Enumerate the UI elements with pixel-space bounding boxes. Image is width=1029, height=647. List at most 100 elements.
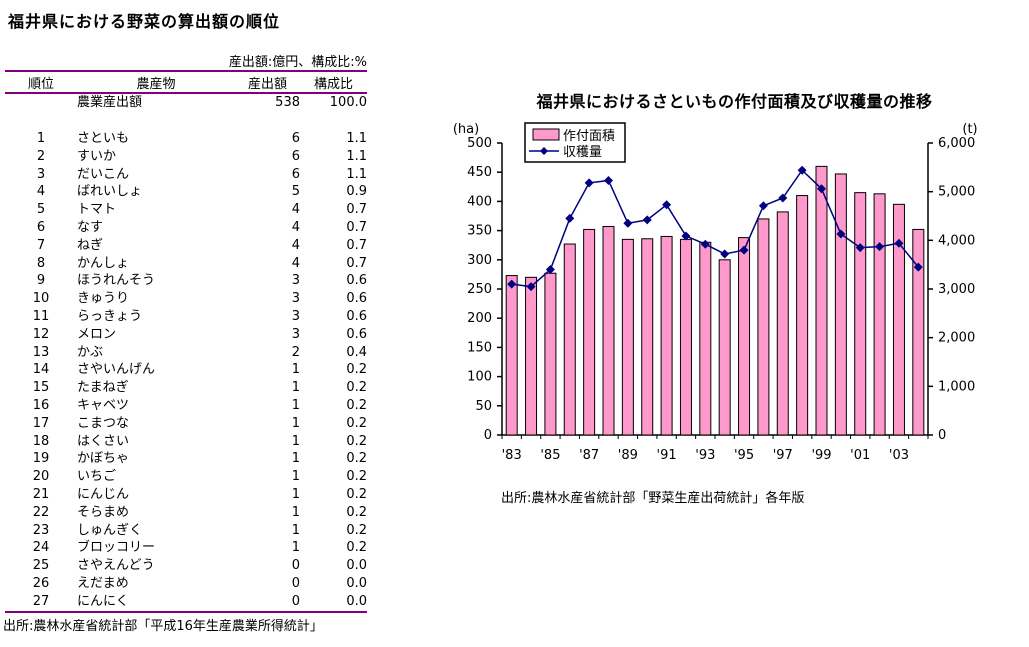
cell-rank: 17 [32, 415, 50, 431]
cell-ratio: 0.2 [346, 522, 367, 538]
cell-value: 2 [291, 344, 300, 360]
right-axis-unit: (t) [962, 122, 977, 137]
harvest-marker-'88 [604, 175, 613, 185]
cell-ratio: 0.2 [346, 540, 367, 556]
cell-product: そらまめ [77, 504, 130, 520]
cell-ratio: 0.2 [346, 504, 367, 520]
cell-product: たまねぎ [77, 380, 129, 396]
harvest-marker-'93 [700, 239, 710, 249]
left-axis-tick-label: 450 [467, 165, 492, 180]
cell-value: 1 [291, 362, 300, 378]
cell-rank [5, 93, 77, 112]
bar-'91 [660, 235, 673, 436]
table-row: 14 さやいんげん 1 0.2 [5, 361, 367, 379]
harvest-marker-'85 [545, 265, 555, 275]
harvest-marker-'96 [758, 201, 768, 211]
left-axis-tick-label: 250 [467, 282, 492, 297]
cell-value: 0 [291, 593, 300, 609]
cell-value: 3 [291, 308, 300, 324]
table-source: 出所:農林水産省統計部「平成16年生産農業所得統計」 [3, 619, 323, 634]
bar-'02 [873, 193, 886, 436]
cell-ratio: 0.2 [346, 486, 367, 502]
table-row: 6 なす 4 0.7 [5, 219, 367, 237]
cell-product: なす [77, 219, 104, 235]
cell-ratio: 0.2 [346, 362, 367, 378]
cell-value: 1 [291, 504, 300, 520]
cell-product: きゅうり [77, 291, 130, 307]
table-row: 18 はくさい 1 0.2 [5, 433, 367, 451]
bar-'86 [563, 243, 576, 436]
x-axis-label: '01 [850, 448, 870, 463]
chart-source: 出所:農林水産省統計部「野菜生産出荷統計」各年版 [501, 491, 805, 506]
cell-ratio: 0.0 [346, 575, 367, 591]
right-axis-tick-label: 4,000 [938, 233, 975, 248]
bar-'84 [525, 276, 538, 436]
cell-value: 6 [291, 166, 300, 182]
bar-'95 [738, 237, 751, 436]
bar-'03 [892, 203, 905, 436]
harvest-marker-'84 [526, 282, 536, 292]
x-axis-label: '95 [734, 448, 754, 463]
cell-product: しゅんぎく [77, 522, 143, 538]
left-axis-tick-label: 100 [467, 370, 492, 385]
cell-ratio: 0.2 [346, 397, 367, 413]
cell-value: 1 [291, 397, 300, 413]
harvest-marker-'87 [584, 178, 594, 188]
cell-ratio: 0.7 [346, 237, 367, 253]
table-row: 23 しゅんぎく 1 0.2 [5, 522, 367, 540]
left-axis-tick-label: 200 [467, 311, 492, 326]
bar-'97 [776, 211, 789, 436]
cell-rank: 14 [32, 362, 50, 378]
cell-product: らっきょう [77, 308, 143, 324]
harvest-marker-'89 [623, 218, 633, 228]
cell-rank: 12 [32, 326, 50, 342]
cell-value: 3 [291, 326, 300, 342]
legend-label-area: 作付面積 [563, 129, 615, 144]
cell-rank: 13 [32, 344, 50, 360]
col-header-value: 産出額 [235, 71, 300, 94]
table-row: 3 だいこん 6 1.1 [5, 166, 367, 184]
left-axis-tick-label: 400 [467, 194, 492, 209]
cell-value: 1 [291, 415, 300, 431]
spacer-row [5, 112, 367, 130]
cell-value [235, 112, 300, 130]
cell-ratio: 0.2 [346, 380, 367, 396]
legend-bar-swatch [532, 128, 560, 141]
cell-rank [5, 112, 77, 130]
cell-ratio: 0.2 [346, 433, 367, 449]
cell-ratio: 0.0 [346, 593, 367, 609]
cell-ratio [300, 112, 367, 130]
harvest-marker-'02 [875, 242, 885, 252]
cell-ratio: 0.7 [346, 219, 367, 235]
table-row: 16 キャベツ 1 0.2 [5, 397, 367, 415]
cell-value: 6 [291, 148, 300, 164]
cell-product: さといも [77, 131, 130, 146]
table-row: 1 さといも 6 1.1 [5, 130, 367, 148]
cell-product: トマト [77, 202, 117, 218]
cell-value: 1 [291, 380, 300, 396]
table-header-row: 順位 農産物 産出額 構成比 [5, 71, 367, 94]
cell-rank: 1 [36, 131, 46, 146]
cell-rank: 6 [36, 219, 46, 235]
x-axis-label: '03 [889, 448, 909, 463]
cell-rank: 23 [32, 522, 50, 538]
cell-value: 5 [291, 184, 300, 200]
cell-product: かぼちゃ [77, 451, 130, 467]
harvest-marker-'97 [778, 193, 788, 203]
cell-ratio: 1.1 [346, 131, 367, 146]
cell-value: 1 [291, 433, 300, 449]
bar-'88 [602, 226, 615, 436]
col-header-rank: 順位 [5, 71, 77, 94]
cell-value: 538 [275, 95, 300, 110]
cell-rank: 20 [32, 469, 50, 485]
cell-product: こまつな [77, 415, 130, 431]
cell-rank: 27 [32, 593, 50, 609]
bar-'87 [583, 228, 596, 436]
cell-rank: 22 [32, 504, 50, 520]
cell-value: 3 [291, 291, 300, 307]
cell-rank: 25 [32, 558, 50, 574]
bar-'98 [796, 195, 809, 436]
left-axis-tick-label: 300 [467, 253, 492, 268]
left-axis-unit: (ha) [453, 122, 479, 137]
